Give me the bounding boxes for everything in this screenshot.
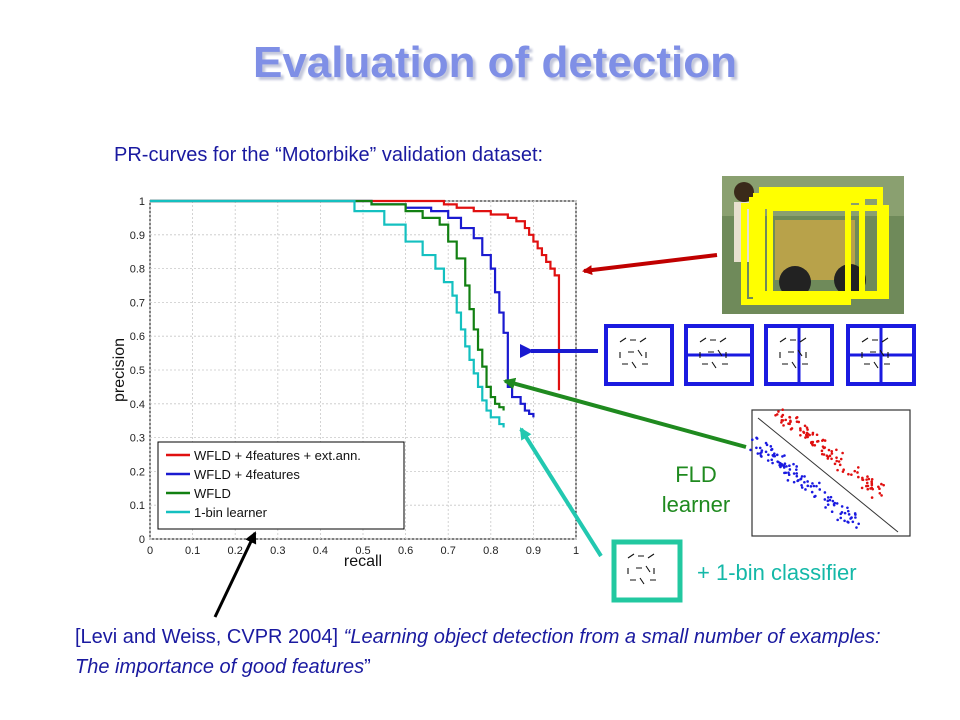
chart-caption: PR-curves for the “Motorbike” validation… [114, 144, 544, 166]
x-tick-label: 0.5 [355, 545, 370, 557]
y-tick-label: 0.6 [130, 331, 145, 343]
x-tick-label: 0.3 [270, 545, 285, 557]
x-tick-label: 0.6 [398, 545, 413, 557]
y-tick-label: 0.4 [130, 399, 145, 411]
scatter-points [749, 408, 885, 529]
slide-title: Evaluation of detection [252, 38, 738, 87]
feature-box-2 [684, 324, 754, 386]
series-line-2 [150, 199, 535, 418]
one-bin-classifier-label: + 1-bin classifier [697, 560, 857, 585]
y-tick-label: 0 [139, 534, 145, 546]
y-tick-label: 0.1 [130, 500, 145, 512]
series-line-1 [150, 199, 561, 391]
feature-box-3 [764, 324, 834, 386]
x-tick-label: 0.8 [483, 545, 498, 557]
feature-filter-boxes [604, 324, 916, 386]
motorbike-wheel-back [779, 266, 811, 298]
series-line-3 [150, 199, 505, 411]
scatter-frame [751, 409, 911, 537]
x-axis-label: recall [344, 553, 382, 570]
arrow-black [213, 531, 257, 618]
pr-chart: 0 0.1 0.2 0.3 0.4 0.5 0.6 0.7 0.8 0.9 1 0 0.1 0.2 0.3 0… [111, 196, 579, 570]
citation-quote: “Learning object detection from a small … [75, 626, 881, 678]
y-tick-label: 0.3 [130, 433, 145, 445]
fld-learner-label: FLD learner [648, 460, 744, 520]
y-tick-label: 0.7 [130, 297, 145, 309]
fld-label-line1: FLD [675, 462, 717, 487]
legend-entry: WFLD + 4features + ext.ann. [194, 448, 361, 463]
legend-box [157, 441, 405, 530]
legend-entry: WFLD [194, 486, 231, 501]
x-tick-label: 0.1 [185, 545, 200, 557]
legend-entry: 1-bin learner [194, 505, 268, 520]
series-group [150, 199, 561, 428]
x-tick-label: 0.4 [313, 545, 328, 557]
fld-label-line2: learner [661, 492, 731, 517]
y-tick-label: 0.5 [130, 365, 145, 377]
motorbike-photo [722, 176, 904, 314]
axis-ticks: 0 0.1 0.2 0.3 0.4 0.5 0.6 0.7 0.8 0.9 1 0 0.1 0.2 0.3 0… [130, 196, 579, 557]
feature-box-4 [846, 324, 916, 386]
x-tick-label: 0.7 [441, 545, 456, 557]
y-tick-label: 0.8 [130, 264, 145, 276]
arrow-green [503, 377, 747, 449]
y-tick-label: 1 [139, 196, 145, 208]
citation-close: ” [364, 656, 371, 678]
feature-box-1 [604, 324, 674, 386]
fld-scatter-plot [749, 408, 911, 537]
one-bin-feature-box [611, 539, 683, 603]
y-tick-label: 0.9 [130, 230, 145, 242]
legend-entry: WFLD + 4features [194, 467, 300, 482]
x-tick-label: 0 [147, 545, 153, 557]
x-tick-label: 1 [573, 545, 579, 557]
y-tick-label: 0.2 [130, 466, 145, 478]
arrow-red [582, 253, 718, 276]
legend: WFLD + 4features + ext.ann. WFLD + 4featu… [157, 441, 405, 530]
citation: [Levi and Weiss, CVPR 2004] “Learning ob… [75, 622, 895, 682]
citation-ref: [Levi and Weiss, CVPR 2004] [75, 626, 344, 648]
x-tick-label: 0.9 [526, 545, 541, 557]
y-axis-label: precision [111, 338, 128, 402]
fld-separator-line [757, 417, 899, 533]
x-tick-label: 0.2 [228, 545, 243, 557]
series-line-4 [150, 199, 505, 428]
detection-windows [741, 187, 889, 305]
arrow-cyan [519, 427, 603, 558]
